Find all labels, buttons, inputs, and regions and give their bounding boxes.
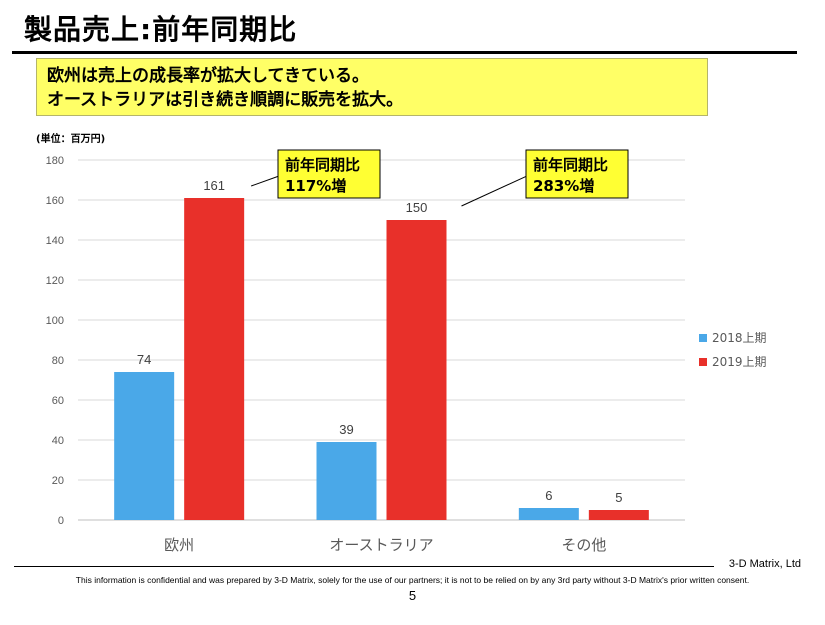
bar-chart: (単位：百万円) 0 20 40 60 80 100 120 140 160 180 74 161 欧州 3… bbox=[36, 132, 767, 554]
y-tick-label: 40 bbox=[52, 435, 64, 447]
data-label: 6 bbox=[545, 488, 552, 503]
page-title: 製品売上:前年同期比 bbox=[24, 13, 298, 46]
callout-leader bbox=[461, 175, 527, 207]
page-number: 5 bbox=[408, 588, 417, 603]
title-divider bbox=[12, 51, 797, 54]
data-label: 39 bbox=[339, 422, 353, 437]
unit-label: (単位：百万円) bbox=[36, 132, 105, 145]
bar bbox=[114, 372, 175, 520]
summary-box: 欧州は売上の成長率が拡大してきている。 オーストラリアは引き続き順調に販売を拡大… bbox=[36, 58, 708, 116]
y-tick-label: 0 bbox=[58, 515, 64, 527]
y-tick-label: 60 bbox=[52, 395, 64, 407]
x-tick-label: 欧州 bbox=[164, 536, 194, 554]
bar bbox=[588, 510, 649, 520]
bar bbox=[184, 198, 245, 520]
callout-growth: 283%増 bbox=[533, 177, 594, 195]
callout-title: 前年同期比 bbox=[285, 156, 360, 174]
legend-label: 2018上期 bbox=[712, 331, 767, 345]
y-tick-label: 120 bbox=[46, 275, 64, 287]
y-tick-label: 180 bbox=[46, 155, 64, 167]
footer-divider bbox=[14, 566, 714, 567]
bar bbox=[316, 442, 377, 520]
data-label: 74 bbox=[137, 352, 151, 367]
bar bbox=[386, 220, 447, 520]
legend-swatch bbox=[699, 358, 707, 366]
y-tick-label: 100 bbox=[46, 315, 64, 327]
summary-line-1: 欧州は売上の成長率が拡大してきている。 bbox=[47, 66, 369, 86]
summary-line-2: オーストラリアは引き続き順調に販売を拡大。 bbox=[47, 90, 404, 110]
legend-label: 2019上期 bbox=[712, 355, 767, 369]
callout-growth: 117%増 bbox=[285, 177, 346, 195]
disclaimer-text: This information is confidential and was… bbox=[75, 575, 750, 585]
bar bbox=[518, 508, 579, 520]
y-tick-label: 20 bbox=[52, 475, 64, 487]
y-tick-label: 140 bbox=[46, 235, 64, 247]
callout-leader bbox=[250, 175, 279, 187]
y-tick-label: 80 bbox=[52, 355, 64, 367]
x-tick-label: オーストラリア bbox=[329, 536, 433, 554]
data-label: 150 bbox=[406, 200, 428, 215]
data-label: 5 bbox=[615, 490, 622, 505]
data-label: 161 bbox=[203, 178, 225, 193]
callout-box bbox=[525, 149, 629, 199]
legend-swatch bbox=[699, 334, 707, 342]
company-name: 3-D Matrix, Ltd bbox=[728, 558, 801, 570]
x-tick-label: その他 bbox=[561, 536, 606, 554]
y-tick-label: 160 bbox=[46, 195, 64, 207]
callout-box bbox=[277, 149, 381, 199]
callout-title: 前年同期比 bbox=[533, 156, 608, 174]
